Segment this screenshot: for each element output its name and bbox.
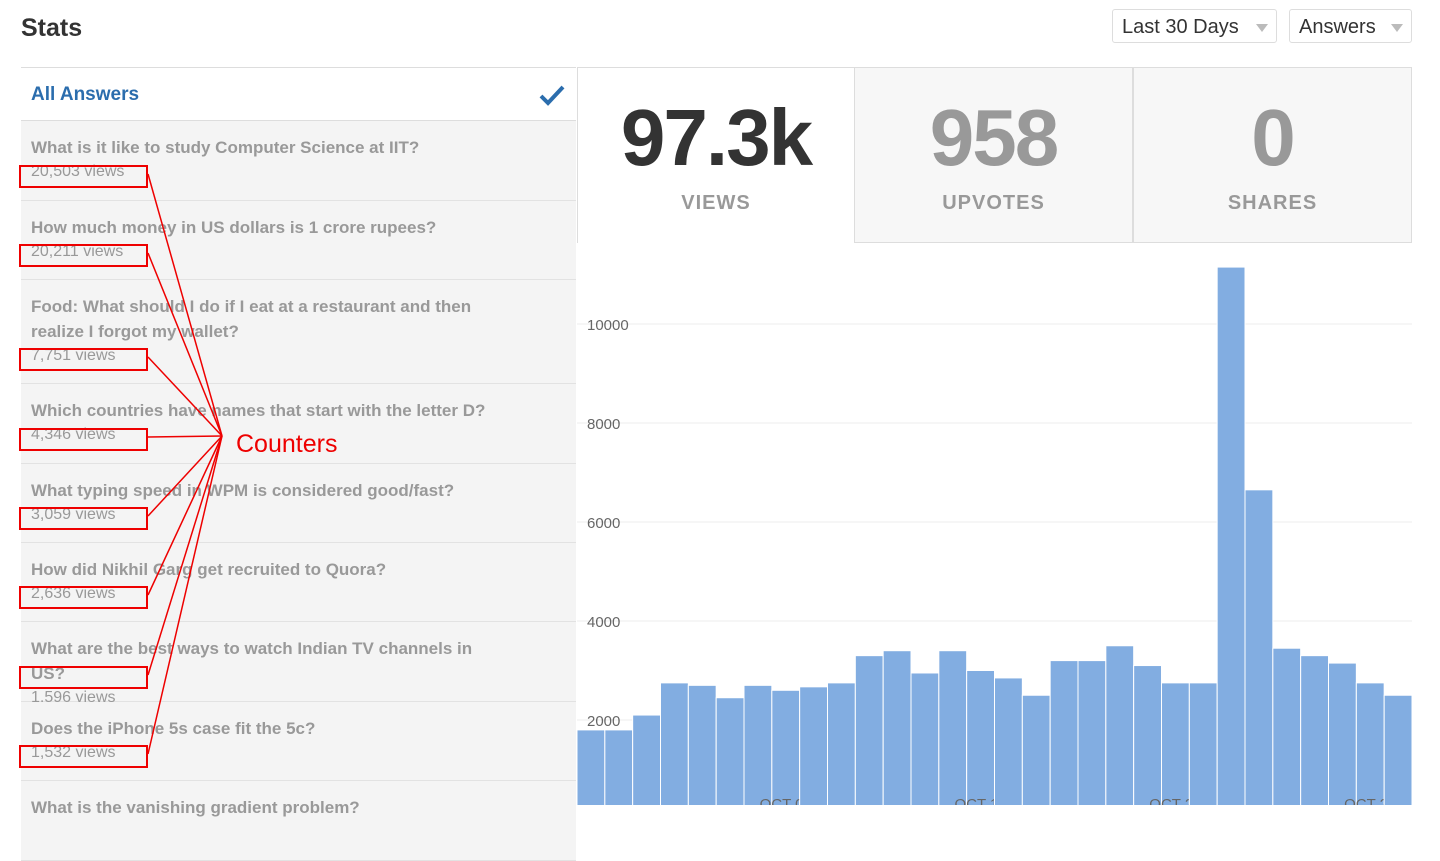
question: How did Nikhil Garg get recruited to Quo…	[31, 560, 387, 579]
answer-item[interactable]: How much money in US dollars is 1 crore …	[21, 201, 576, 280]
type-dropdown[interactable]: Answers	[1289, 9, 1412, 43]
stat-value: 958	[929, 93, 1059, 182]
bar	[743, 684, 773, 805]
bar	[1021, 694, 1051, 805]
view-count: 7,751 views	[31, 347, 116, 364]
x-tick-label: OCT 13	[954, 796, 1006, 805]
bar	[854, 655, 884, 805]
bar	[1216, 266, 1246, 805]
bar	[799, 686, 829, 805]
bar	[577, 729, 606, 805]
bar	[1049, 660, 1079, 805]
view-count: 20,503 views	[31, 163, 125, 180]
bar	[1272, 647, 1302, 805]
answer-list: All Answers What is it like to study Com…	[21, 67, 576, 861]
x-tick-label: OCT 06	[760, 796, 812, 805]
bar	[1161, 682, 1190, 805]
bar	[827, 682, 856, 805]
bar	[1328, 662, 1357, 805]
answer-item[interactable]: What is the vanishing gradient problem?	[21, 781, 576, 861]
bar	[604, 729, 634, 805]
view-count: 3,059 views	[31, 506, 116, 523]
page-title: Stats	[21, 14, 83, 42]
bar	[882, 650, 912, 805]
answer-item[interactable]: How did Nikhil Garg get recruited to Quo…	[21, 543, 576, 622]
stat-box[interactable]: 0 SHARES	[1133, 67, 1412, 243]
date-dropdown[interactable]: Last 30 Days	[1112, 9, 1277, 43]
bar	[1188, 682, 1218, 805]
question: What is it like to study Computer Scienc…	[31, 138, 420, 157]
stat-label: SHARES	[1227, 192, 1318, 214]
answer-item[interactable]: Does the iPhone 5s case fit the 5c? 1,532…	[21, 702, 576, 781]
bar	[1355, 682, 1385, 805]
bar	[966, 670, 995, 805]
y-tick-label: 2000	[587, 713, 620, 730]
view-count: 1,596 views	[31, 689, 116, 706]
y-tick-label: 10000	[587, 317, 629, 334]
x-tick-label: OCT 27	[1344, 796, 1396, 805]
y-tick-label: 6000	[587, 515, 620, 532]
answer-item[interactable]: Food: What should I do if I eat at a res…	[21, 280, 576, 384]
list-header[interactable]: All Answers	[21, 68, 576, 121]
question: How much money in US dollars is 1 crore …	[31, 218, 437, 237]
bar	[938, 650, 968, 805]
views-chart: 2000 4000 6000 8000 10000 OCT 06 OCT 13 OCT 20 O…	[577, 266, 1412, 805]
bar	[660, 682, 689, 805]
question: What is the vanishing gradient problem?	[31, 798, 360, 817]
stat-label: UPVOTES	[942, 192, 1045, 214]
x-tick-label: OCT 20	[1149, 796, 1201, 805]
y-tick-label: 8000	[587, 416, 620, 433]
checkmark	[539, 85, 565, 106]
stat-box[interactable]: 97.3k VIEWS	[577, 67, 854, 243]
view-count: 20,211 views	[31, 243, 124, 260]
bar	[771, 689, 801, 805]
question: What are the best ways to watch Indian T…	[31, 639, 473, 683]
y-tick-label: 4000	[587, 614, 620, 631]
question: What typing speed in WPM is considered g…	[31, 481, 455, 500]
view-count: 1,532 views	[31, 744, 116, 761]
bar	[715, 697, 745, 805]
bar	[910, 672, 940, 805]
answer-item[interactable]: Which countries have names that start wi…	[21, 384, 576, 464]
stat-value: 0	[1251, 93, 1296, 182]
answer-item[interactable]: What are the best ways to watch Indian T…	[21, 622, 576, 706]
question: Which countries have names that start wi…	[31, 401, 486, 420]
stat-value: 97.3k	[620, 93, 813, 182]
all-answers[interactable]: All Answers	[31, 84, 140, 105]
bar	[1244, 489, 1274, 805]
view-count: 4,346 views	[31, 426, 116, 443]
answer-item[interactable]: What is it like to study Computer Scienc…	[21, 121, 576, 201]
stat-label: VIEWS	[681, 192, 751, 214]
bar	[994, 677, 1023, 805]
page: Stats Last 30 Days Answers All Answers W…	[19, 9, 1412, 861]
bar	[1105, 645, 1135, 805]
stat-box[interactable]: 958 UPVOTES	[854, 67, 1133, 243]
question: Food: What should I do if I eat at a res…	[31, 297, 472, 341]
answer-item[interactable]: What typing speed in WPM is considered g…	[21, 464, 576, 543]
bar	[1077, 660, 1107, 805]
bar	[1383, 694, 1412, 805]
view-count: 2,636 views	[31, 585, 116, 602]
question: Does the iPhone 5s case fit the 5c?	[31, 719, 316, 738]
bar	[1300, 655, 1330, 805]
bar	[687, 684, 717, 805]
bar	[632, 714, 662, 805]
bar	[1133, 665, 1163, 805]
